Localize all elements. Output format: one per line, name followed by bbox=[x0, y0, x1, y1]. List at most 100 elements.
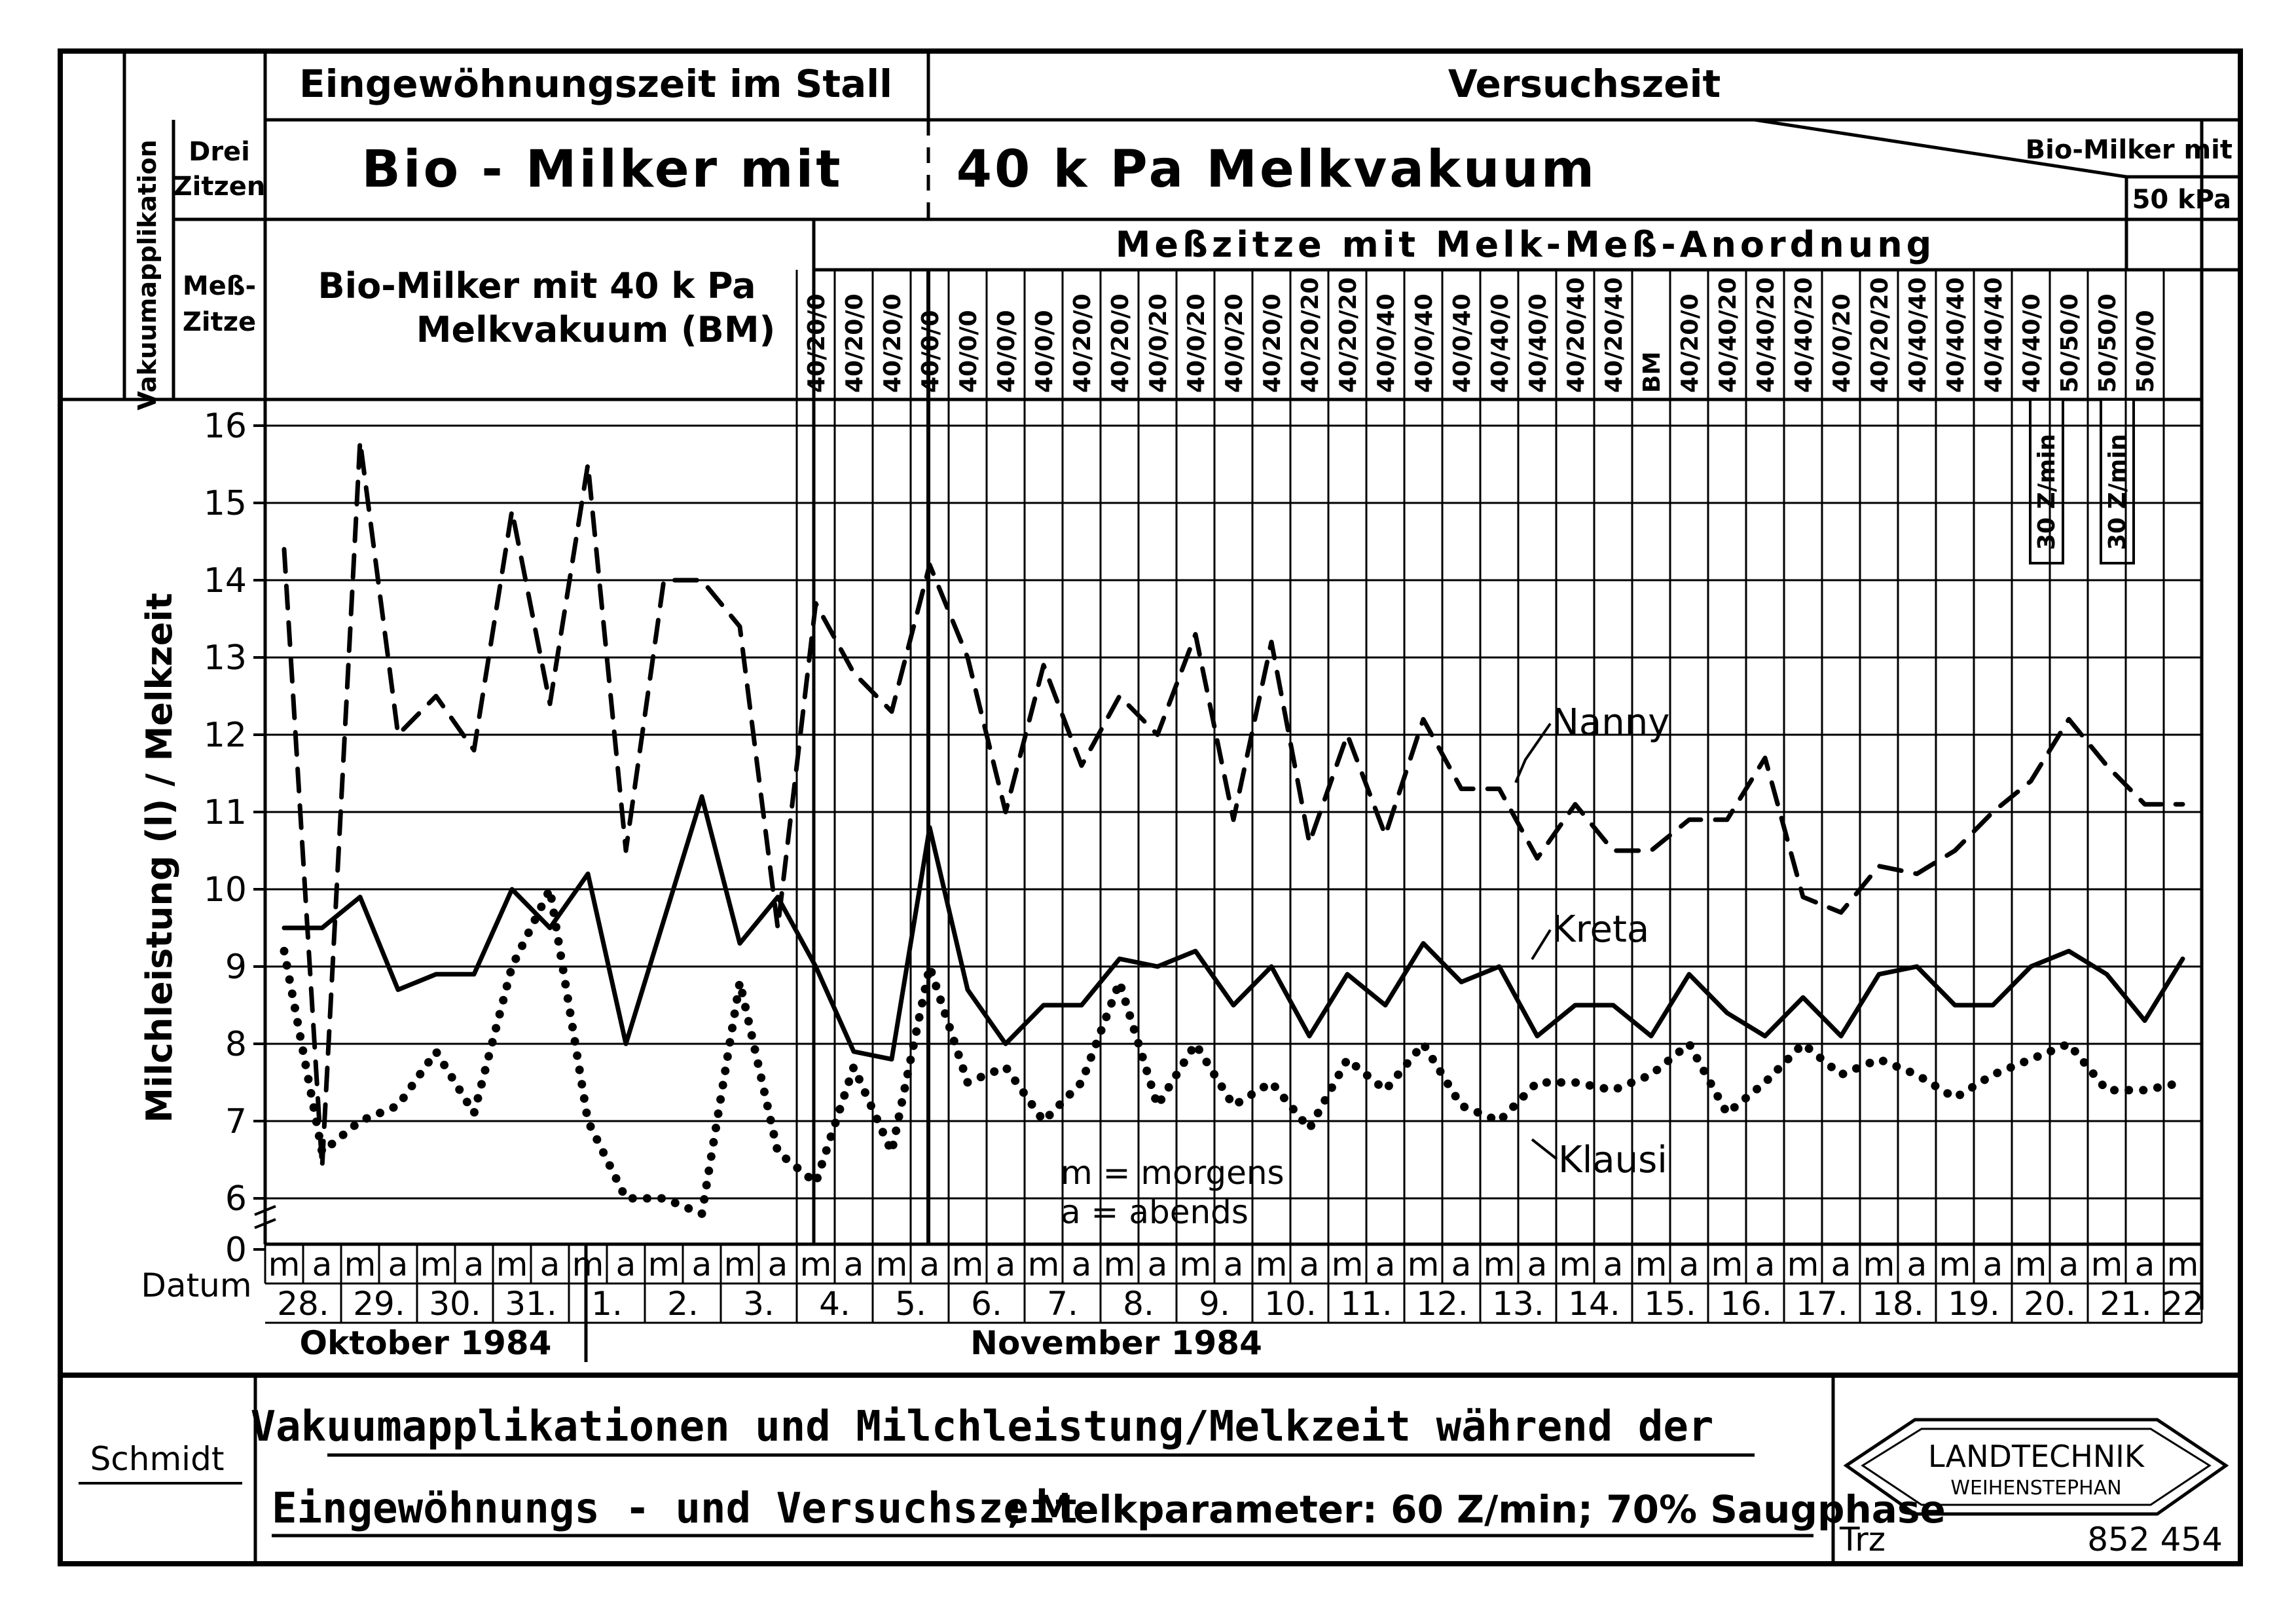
day-label: 4. bbox=[819, 1285, 850, 1323]
figure-title-line2b: ; Melkparameter: 60 Z/min; 70% Saugphase bbox=[1007, 1487, 1946, 1532]
footer-code-right: 852 454 bbox=[2087, 1521, 2223, 1559]
shift-label: m bbox=[724, 1246, 756, 1283]
figure-title-line2a: Eingewöhnungs - und Versuchszeit bbox=[272, 1485, 1079, 1533]
code-label: 40/40/0 bbox=[1487, 293, 1514, 393]
shift-label: a bbox=[1451, 1246, 1472, 1283]
shift-label: m bbox=[1104, 1246, 1136, 1283]
shift-label: m bbox=[1863, 1246, 1895, 1283]
y-tick-label: 10 bbox=[204, 870, 247, 910]
code-label: 40/0/40 bbox=[1449, 293, 1476, 393]
shift-label: a bbox=[1527, 1246, 1548, 1283]
y-tick-label: 9 bbox=[225, 948, 247, 987]
legend-evening: a = abends bbox=[1061, 1193, 1248, 1231]
shift-label: m bbox=[1559, 1246, 1592, 1283]
y-tick-label: 13 bbox=[204, 638, 247, 678]
row1-text-left: Bio - Milker mit bbox=[361, 140, 843, 199]
code-label: 40/20/40 bbox=[1601, 277, 1628, 393]
code-label: 50/50/0 bbox=[2094, 293, 2121, 393]
shift-label: a bbox=[1072, 1246, 1092, 1283]
shift-label: m bbox=[2167, 1246, 2199, 1283]
day-label: 15. bbox=[1644, 1285, 1696, 1323]
shift-label: a bbox=[692, 1246, 712, 1283]
shift-label: m bbox=[420, 1246, 452, 1283]
code-label: BM bbox=[1639, 352, 1666, 393]
rate-label: 30 Z/min bbox=[2033, 434, 2060, 550]
day-label: 18. bbox=[1872, 1285, 1924, 1323]
y-tick-label: 0 bbox=[225, 1230, 247, 1270]
shift-label: a bbox=[920, 1246, 940, 1283]
day-label: 20. bbox=[2024, 1285, 2076, 1323]
y-tick-label: 8 bbox=[225, 1025, 247, 1064]
shift-label: m bbox=[1484, 1246, 1516, 1283]
day-label: 10. bbox=[1264, 1285, 1317, 1323]
day-label: 17. bbox=[1796, 1285, 1848, 1323]
code-label: 40/20/20 bbox=[1867, 277, 1893, 393]
row1-text-right: 40 k Pa Melkvakuum bbox=[957, 140, 1597, 199]
code-label: 40/40/20 bbox=[1715, 277, 1741, 393]
landtechnik-logo: LANDTECHNIK WEIHENSTEPHAN bbox=[1843, 1418, 2229, 1516]
footer-author: Schmidt bbox=[90, 1440, 225, 1478]
shift-label: m bbox=[1256, 1246, 1288, 1283]
day-label: 3. bbox=[743, 1285, 774, 1323]
day-label: 9. bbox=[1199, 1285, 1230, 1323]
shift-label: a bbox=[1300, 1246, 1320, 1283]
day-label: 1. bbox=[591, 1285, 623, 1323]
day-label: 22 bbox=[2162, 1285, 2204, 1323]
shift-label: m bbox=[1711, 1246, 1743, 1283]
code-label: 40/20/0 bbox=[803, 293, 830, 393]
shift-label: m bbox=[876, 1246, 908, 1283]
code-label: 40/20/0 bbox=[1107, 293, 1134, 393]
shift-label: m bbox=[1028, 1246, 1060, 1283]
y-tick-label: 16 bbox=[204, 407, 247, 446]
shift-label: a bbox=[540, 1246, 560, 1283]
row1-label-b: Zitzen bbox=[173, 172, 266, 202]
shift-label: a bbox=[1224, 1246, 1244, 1283]
shift-label: a bbox=[1376, 1246, 1396, 1283]
plot-grid bbox=[265, 120, 2204, 1310]
y-axis-ticks: 0 6 7 8 9 10 11 12 13 14 15 16 bbox=[204, 407, 276, 1270]
code-label: 40/40/0 bbox=[1525, 293, 1552, 393]
code-label: 40/40/40 bbox=[1980, 277, 2007, 393]
day-label: 16. bbox=[1720, 1285, 1772, 1323]
code-label: 40/20/0 bbox=[841, 293, 868, 393]
logo-line2: WEIHENSTEPHAN bbox=[1950, 1477, 2121, 1500]
shift-label: m bbox=[1332, 1246, 1364, 1283]
header-grid bbox=[60, 51, 2240, 1244]
phase-trial-label: Versuchszeit bbox=[1448, 62, 1721, 106]
outer-frame bbox=[58, 48, 2243, 1566]
code-label: 40/40/0 bbox=[2018, 293, 2045, 393]
shift-label: a bbox=[768, 1246, 788, 1283]
code-cells: 40/20/0 40/20/0 40/20/0 40/0/0 40/0/0 40/0/0 4… bbox=[803, 277, 2202, 564]
figure-title-line1: Vakuumapplikationen und Milchleistung/Me… bbox=[251, 1403, 1714, 1451]
shift-label: a bbox=[312, 1246, 333, 1283]
code-label: 40/40/40 bbox=[1904, 277, 1931, 393]
y-tick-label: 7 bbox=[225, 1102, 247, 1141]
shift-label: a bbox=[616, 1246, 636, 1283]
code-label: 40/0/20 bbox=[1829, 293, 1855, 393]
shift-label: a bbox=[996, 1246, 1016, 1283]
shift-label: m bbox=[572, 1246, 604, 1283]
row2-text-a: Bio-Milker mit 40 k Pa bbox=[318, 265, 756, 306]
row1-text-end-b: 50 kPa bbox=[2132, 185, 2231, 215]
day-label: 19. bbox=[1948, 1285, 2000, 1323]
shift-label: a bbox=[1603, 1246, 1624, 1283]
code-label: 40/0/40 bbox=[1373, 293, 1400, 393]
y-tick-label: 11 bbox=[204, 793, 247, 832]
y-axis-break bbox=[254, 1205, 276, 1229]
shift-label: a bbox=[1148, 1246, 1168, 1283]
rate-label: 30 Z/min bbox=[2104, 434, 2131, 550]
logo-line1: LANDTECHNIK bbox=[1928, 1439, 2145, 1474]
series-label-kreta: Kreta bbox=[1552, 908, 1649, 951]
shift-label: m bbox=[496, 1246, 528, 1283]
shift-label: a bbox=[464, 1246, 484, 1283]
month2-label: November 1984 bbox=[970, 1324, 1262, 1362]
code-label: 40/20/0 bbox=[1677, 293, 1704, 393]
series-label-klausi: Klausi bbox=[1558, 1139, 1667, 1181]
code-label: 40/20/20 bbox=[1297, 277, 1324, 393]
shift-label: m bbox=[1408, 1246, 1440, 1283]
code-label: 40/20/0 bbox=[1069, 293, 1096, 393]
rate-box-21 bbox=[2100, 398, 2135, 564]
row1-text-end-a: Bio-Milker mit bbox=[2026, 135, 2232, 165]
shift-label: a bbox=[844, 1246, 864, 1283]
